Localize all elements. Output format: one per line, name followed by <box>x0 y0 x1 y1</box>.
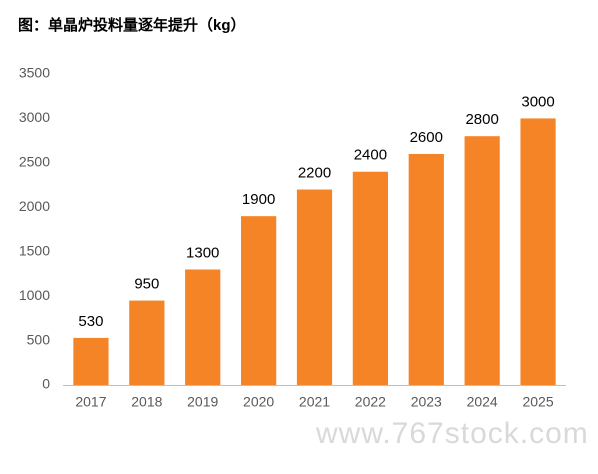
data-label: 1300 <box>186 244 219 261</box>
x-tick-label: 2021 <box>299 394 330 410</box>
data-label: 2800 <box>465 111 498 128</box>
x-tick-label: 2025 <box>522 394 553 410</box>
bar <box>129 300 165 385</box>
chart-title: 图：单晶炉投料量逐年提升（kg） <box>18 16 246 34</box>
x-tick-label: 2024 <box>467 394 498 410</box>
y-tick-label: 3500 <box>19 65 50 81</box>
y-tick-label: 1000 <box>19 287 50 303</box>
watermark: www.767stock.com <box>315 417 589 450</box>
x-tick-label: 2023 <box>411 394 442 410</box>
bar <box>352 171 388 385</box>
x-tick-label: 2018 <box>131 394 162 410</box>
x-tick-label: 2019 <box>187 394 218 410</box>
data-label: 2200 <box>298 164 331 181</box>
data-label: 3000 <box>521 93 554 110</box>
y-tick-label: 1500 <box>19 242 50 258</box>
data-label: 2600 <box>410 129 443 146</box>
bar <box>296 189 333 385</box>
y-tick-label: 0 <box>42 376 50 392</box>
bar <box>73 337 109 385</box>
y-tick-label: 500 <box>27 331 51 347</box>
data-label: 1900 <box>242 191 275 208</box>
bar <box>520 118 556 385</box>
data-label: 2400 <box>354 147 387 164</box>
bar <box>185 269 221 385</box>
y-tick-label: 2000 <box>19 198 50 214</box>
bar <box>408 153 444 385</box>
y-tick-label: 2500 <box>19 154 50 170</box>
y-tick-label: 3000 <box>19 109 50 125</box>
data-label: 950 <box>134 276 159 293</box>
bar <box>241 216 277 385</box>
x-tick-label: 2020 <box>243 394 274 410</box>
x-tick-label: 2017 <box>75 394 106 410</box>
x-tick-label: 2022 <box>355 394 386 410</box>
bar <box>464 136 500 385</box>
data-label: 530 <box>78 313 103 330</box>
